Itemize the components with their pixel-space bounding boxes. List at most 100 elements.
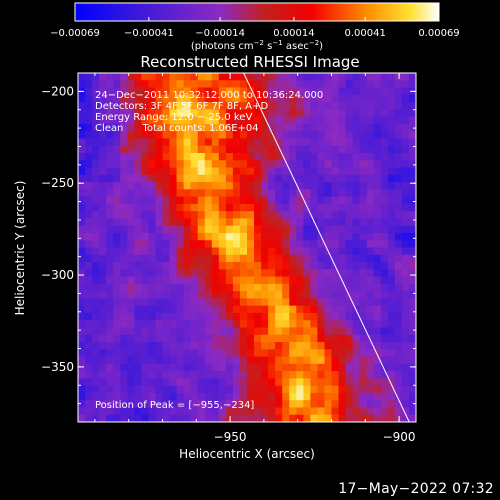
heatmap-cell [106,356,114,365]
colorbar [74,2,440,22]
heatmap-cell [352,298,361,307]
heatmap-cell [268,203,276,212]
heatmap-cell [92,87,100,96]
heatmap-cell [134,305,142,314]
heatmap-cell [211,320,220,329]
heatmap-cell [282,240,290,249]
heatmap-cell [289,378,297,387]
heatmap-cell [113,167,121,176]
heatmap-cell [289,254,297,263]
heatmap-cell [408,262,416,270]
heatmap-cell [99,327,107,336]
heatmap-cell [261,145,269,154]
x-tick-label: −950 [214,430,247,444]
heatmap-cell [113,291,121,299]
heatmap-cell [387,80,396,89]
heatmap-cell [373,145,382,154]
heatmap-cell [310,80,319,89]
heatmap-cell [190,283,199,292]
heatmap-cell [352,407,361,416]
heatmap-cell [176,80,185,89]
heatmap-cell [275,363,283,372]
heatmap-cell [183,414,192,422]
heatmap-cell [303,87,311,96]
heatmap-cell [127,131,135,140]
heatmap-cell [232,203,241,212]
heatmap-cell [218,298,227,307]
heatmap-cell [247,145,255,154]
heatmap-cell [176,240,185,249]
heatmap-cell [268,298,276,307]
heatmap-cell [134,298,142,307]
heatmap-cell [85,392,93,401]
heatmap-cell [85,342,93,350]
heatmap-cell [78,225,86,234]
heatmap-cell [169,349,178,358]
heatmap-cell [373,203,382,212]
heatmap-cell [408,342,416,350]
heatmap-cell [338,94,347,103]
heatmap-cell [92,182,100,190]
heatmap-cell [380,400,389,409]
heatmap-cell [239,123,248,132]
heatmap-cell [310,152,319,161]
heatmap-cell [204,305,213,314]
heatmap-cell [296,371,304,379]
heatmap-cell [352,138,361,147]
heatmap-cell [162,109,171,118]
heatmap-cell [289,262,297,270]
heatmap-cell [141,152,150,161]
heatmap-cell [211,371,220,379]
heatmap-cell [408,218,416,227]
heatmap-cell [85,167,93,176]
heatmap-cell [380,414,389,422]
heatmap-cell [162,196,171,205]
heatmap-cell [92,203,100,212]
heatmap-cell [106,334,114,343]
heatmap-cell [141,87,150,96]
heatmap-cell [254,145,262,154]
heatmap-cell [85,334,93,343]
heatmap-cell [120,356,128,365]
heatmap-cell [275,349,283,358]
heatmap-cell [303,240,311,249]
heatmap-cell [373,123,382,132]
heatmap-cell [134,262,142,270]
heatmap-cell [303,80,311,89]
heatmap-cell [127,400,135,409]
heatmap-cell [296,138,304,147]
heatmap-cell [120,211,128,220]
heatmap-cell [92,109,100,118]
heatmap-cell [366,211,375,220]
heatmap-cell [254,247,262,256]
heatmap-cell [176,94,185,103]
heatmap-cell [113,327,121,336]
heatmap-cell [162,225,171,234]
heatmap-cell [141,94,150,103]
heatmap-cell [254,203,262,212]
heatmap-cell [401,232,410,241]
heatmap-cell [247,211,255,220]
heatmap-cell [387,414,396,422]
heatmap-cell [239,327,248,336]
heatmap-cell [352,385,361,394]
heatmap-cell [338,349,347,358]
heatmap-cell [275,174,283,183]
heatmap-cell [352,80,361,89]
heatmap-cell [148,73,157,81]
heatmap-cell [141,371,150,379]
heatmap-cell [345,254,354,263]
heatmap-cell [275,283,283,292]
heatmap-cell [78,312,86,321]
heatmap-cell [366,87,375,96]
heatmap-cell [197,334,206,343]
heatmap-cell [218,109,227,118]
heatmap-cell [380,327,389,336]
heatmap-cell [310,407,319,416]
heatmap-cell [218,182,227,190]
heatmap-cell [261,203,269,212]
heatmap-cell [211,269,220,278]
heatmap-cell [85,73,93,81]
heatmap-cell [239,349,248,358]
heatmap-cell [78,407,86,416]
